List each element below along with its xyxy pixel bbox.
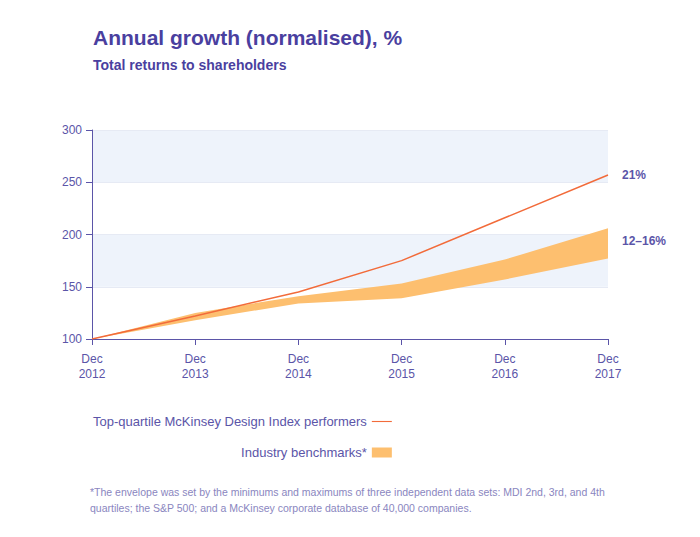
svg-text:2012: 2012 — [79, 367, 106, 381]
svg-text:Dec: Dec — [81, 352, 102, 366]
svg-text:2013: 2013 — [182, 367, 209, 381]
svg-text:Dec: Dec — [288, 352, 309, 366]
svg-text:2014: 2014 — [285, 367, 312, 381]
svg-text:Dec: Dec — [494, 352, 515, 366]
svg-text:21%: 21% — [622, 168, 646, 182]
svg-text:2016: 2016 — [491, 367, 518, 381]
svg-text:250: 250 — [62, 175, 82, 189]
svg-text:Dec: Dec — [185, 352, 206, 366]
svg-text:Top-quartile McKinsey Design I: Top-quartile McKinsey Design Index perfo… — [93, 414, 367, 429]
svg-text:quartiles; the S&P 500; and a: quartiles; the S&P 500; and a McKinsey c… — [90, 502, 472, 514]
svg-text:Industry benchmarks*: Industry benchmarks* — [241, 445, 367, 460]
svg-text:2017: 2017 — [595, 367, 622, 381]
svg-text:*The envelope was set by the m: *The envelope was set by the minimums an… — [90, 486, 608, 498]
svg-text:100: 100 — [62, 332, 82, 346]
svg-text:2015: 2015 — [388, 367, 415, 381]
svg-text:300: 300 — [62, 123, 82, 137]
svg-text:200: 200 — [62, 228, 82, 242]
svg-text:12–16%: 12–16% — [622, 234, 666, 248]
svg-text:Dec: Dec — [597, 352, 618, 366]
svg-text:Total returns to shareholders: Total returns to shareholders — [93, 57, 287, 73]
svg-text:150: 150 — [62, 280, 82, 294]
svg-text:Dec: Dec — [391, 352, 412, 366]
svg-text:Annual growth (normalised), %: Annual growth (normalised), % — [93, 26, 403, 49]
